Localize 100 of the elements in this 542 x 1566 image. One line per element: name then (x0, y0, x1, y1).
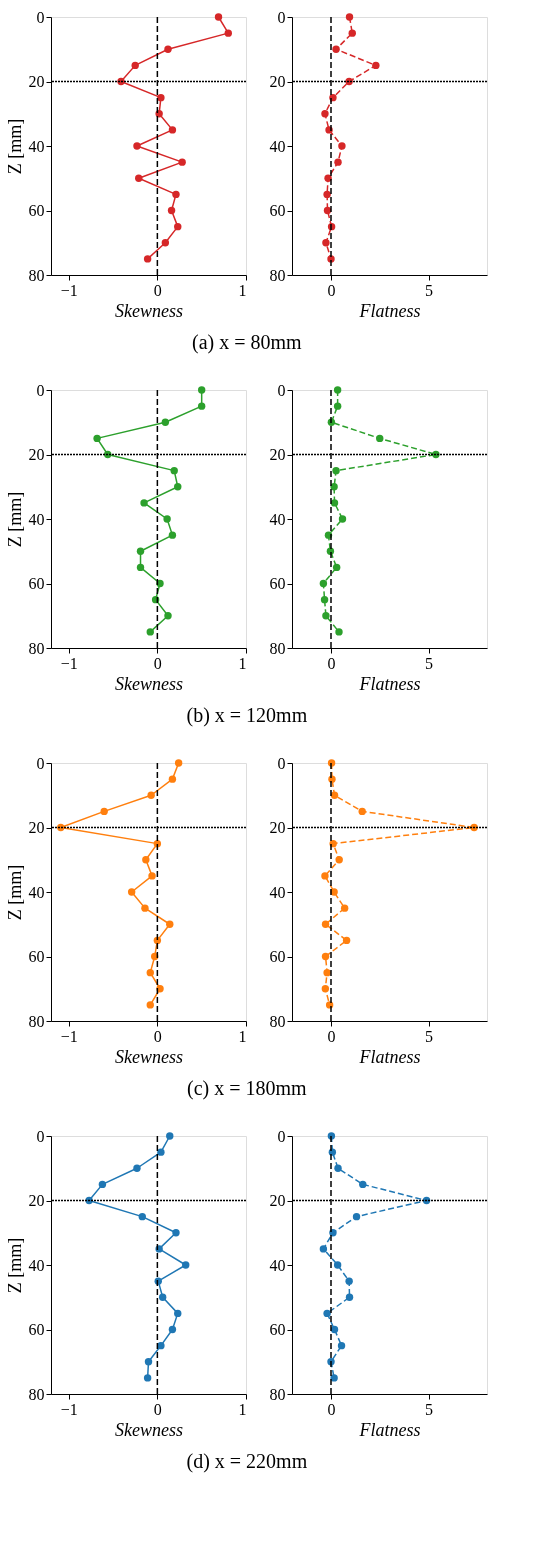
x-tick-label: −1 (60, 654, 78, 672)
point (330, 483, 338, 491)
point (323, 206, 332, 215)
y-tick-label: 20 (28, 446, 45, 463)
x-tick-label: 1 (238, 654, 247, 672)
point (168, 126, 177, 134)
y-tick-label: 60 (269, 202, 286, 219)
point (330, 1374, 338, 1382)
x-axis-title: Flatness (358, 300, 421, 321)
point (127, 888, 136, 896)
x-tick-label: 0 (153, 281, 162, 299)
y-tick-label: 40 (28, 883, 45, 901)
point (332, 563, 341, 572)
point (174, 222, 182, 231)
point (146, 628, 154, 636)
y-tick-label: 60 (269, 575, 286, 592)
point (157, 93, 165, 102)
point (133, 142, 141, 150)
x-tick-label: 1 (238, 281, 247, 299)
point (330, 1325, 339, 1334)
point (136, 547, 145, 555)
x-tick-label: 0 (327, 1027, 336, 1045)
point (321, 110, 329, 118)
x-axis-title: Flatness (358, 1419, 421, 1440)
point (376, 434, 384, 443)
x-axis-title: Skewness (115, 673, 183, 694)
point (161, 239, 170, 247)
point (332, 466, 340, 475)
point (133, 1164, 141, 1172)
point (224, 29, 232, 37)
y-tick-label: 60 (269, 1321, 286, 1338)
point (142, 856, 150, 864)
point (332, 45, 340, 53)
y-tick-label: 60 (28, 575, 45, 592)
y-tick-label: 0 (277, 754, 286, 772)
point (345, 1277, 353, 1285)
point (93, 434, 101, 443)
x-axis-title: Flatness (358, 673, 421, 694)
x-tick-label: 1 (238, 1400, 247, 1418)
point (146, 968, 154, 977)
x-tick-label: 1 (238, 1027, 247, 1045)
point (321, 952, 330, 961)
point (322, 239, 330, 247)
y-tick-label: 80 (28, 1385, 45, 1403)
point (168, 775, 177, 783)
point (166, 1132, 174, 1140)
point (164, 612, 172, 620)
point (170, 466, 178, 475)
point (182, 1261, 190, 1269)
point (340, 904, 349, 912)
point (158, 1293, 167, 1301)
point (197, 386, 206, 394)
point (324, 174, 332, 182)
x-axis-title: Flatness (358, 1046, 421, 1067)
x-tick-label: −1 (60, 1027, 78, 1045)
point (333, 1261, 342, 1269)
y-tick-label: 40 (269, 510, 286, 528)
x-axis-title: Skewness (115, 1046, 183, 1067)
y-tick-label: 0 (36, 754, 45, 772)
point (197, 402, 206, 410)
point (161, 418, 170, 426)
point (155, 110, 163, 118)
y-axis-title: Z [mm] (4, 864, 25, 921)
point (157, 1341, 165, 1350)
y-tick-label: 20 (269, 446, 286, 463)
y-axis-title: Z [mm] (4, 491, 25, 548)
y-tick-label: 0 (277, 381, 286, 399)
text: (a) x = 80mm (192, 330, 303, 354)
point (168, 1325, 177, 1334)
point (319, 579, 328, 588)
y-tick-label: 40 (28, 1256, 45, 1274)
point (155, 1245, 163, 1253)
x-tick-label: 0 (153, 1400, 162, 1418)
point (338, 515, 347, 523)
y-tick-label: 0 (36, 1127, 45, 1145)
point (156, 985, 164, 993)
x-tick-label: −1 (60, 281, 78, 299)
point (163, 515, 171, 523)
point (323, 190, 331, 199)
point (321, 872, 329, 880)
y-tick-label: 20 (269, 73, 286, 90)
y-tick-label: 20 (269, 1192, 286, 1209)
point (359, 1180, 367, 1189)
point (345, 1293, 354, 1301)
y-tick-label: 20 (28, 1192, 45, 1209)
point (136, 563, 145, 572)
point (140, 499, 148, 507)
point (172, 1229, 180, 1237)
point (135, 174, 143, 182)
point (352, 1212, 361, 1221)
x-tick-label: 0 (327, 654, 336, 672)
point (98, 1180, 107, 1189)
x-tick-label: 0 (327, 281, 336, 299)
point (143, 1374, 152, 1382)
point (322, 612, 330, 620)
point (337, 1341, 346, 1350)
point (168, 531, 177, 539)
point (144, 1358, 153, 1366)
point (143, 255, 152, 263)
point (335, 856, 343, 864)
